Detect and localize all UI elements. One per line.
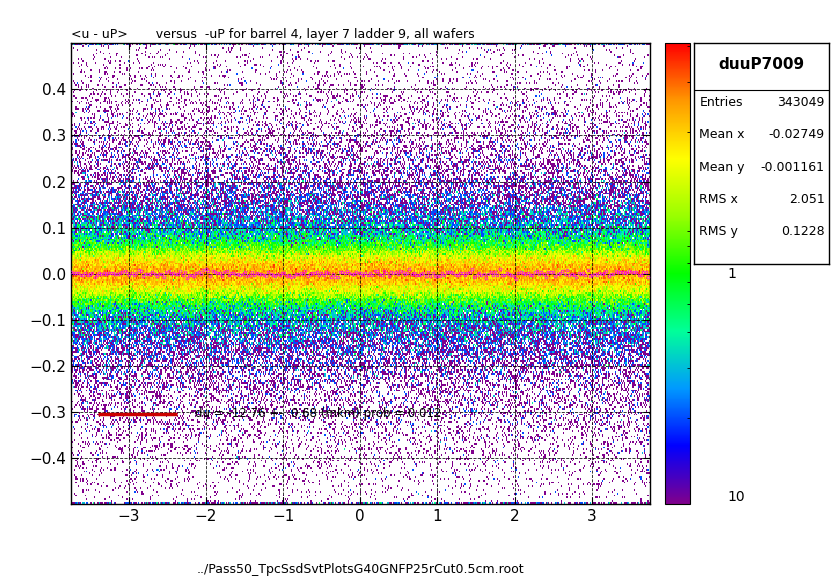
Text: duuP7009: duuP7009 <box>718 57 805 72</box>
Text: 10: 10 <box>727 490 745 504</box>
Text: ../Pass50_TpcSsdSvtPlotsG40GNFP25rCut0.5cm.root: ../Pass50_TpcSsdSvtPlotsG40GNFP25rCut0.5… <box>197 563 524 576</box>
Text: 10: 10 <box>727 43 745 57</box>
Text: Mean y: Mean y <box>699 160 745 174</box>
Text: 343049: 343049 <box>777 97 825 109</box>
Text: Mean x: Mean x <box>699 129 745 141</box>
Text: 1: 1 <box>727 266 736 281</box>
Text: -0.001161: -0.001161 <box>761 160 825 174</box>
Text: RMS x: RMS x <box>699 193 738 206</box>
Text: Entries: Entries <box>699 97 743 109</box>
Text: RMS y: RMS y <box>699 225 738 237</box>
Text: 0.1228: 0.1228 <box>781 225 825 237</box>
Text: 2.051: 2.051 <box>789 193 825 206</box>
Text: du = -12.76 +-  0.68 (mkm) prob = 0.012: du = -12.76 +- 0.68 (mkm) prob = 0.012 <box>195 408 441 420</box>
Text: <u - uP>       versus  -uP for barrel 4, layer 7 ladder 9, all wafers: <u - uP> versus -uP for barrel 4, layer … <box>71 28 475 41</box>
Text: -0.02749: -0.02749 <box>769 129 825 141</box>
